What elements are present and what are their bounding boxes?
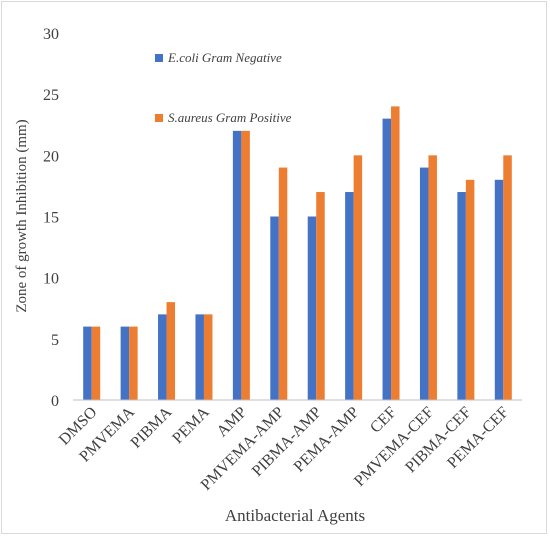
x-tick-label: CEF — [367, 404, 400, 437]
bar-saureus — [166, 302, 176, 400]
bar-ecoli — [382, 118, 392, 400]
bar-saureus — [129, 326, 138, 400]
legend-label: S.aureus Gram Positive — [168, 110, 292, 125]
bar-saureus — [241, 130, 250, 400]
legend-label: E.coli Gram Negative — [167, 50, 282, 65]
bar-ecoli — [83, 326, 92, 400]
bar-saureus — [391, 106, 400, 401]
bar-ecoli — [158, 314, 167, 400]
bar-saureus — [91, 326, 101, 400]
y-axis-title: Zone of growth Inhibition (mm) — [14, 119, 30, 312]
y-axis-ticks: 0 5 10 15 20 25 30 — [43, 26, 59, 410]
x-axis-title: Antibacterial Agents — [225, 506, 365, 525]
bar-saureus — [203, 314, 213, 400]
bar-saureus — [353, 155, 363, 400]
bar-ecoli — [307, 216, 317, 400]
bar-ecoli — [419, 167, 429, 400]
bar-ecoli — [345, 192, 354, 400]
y-tick-label: 25 — [43, 87, 59, 104]
legend-swatch — [155, 114, 163, 122]
bar-ecoli — [457, 192, 466, 400]
bar-ecoli — [232, 130, 242, 400]
x-tick-label: PIBMA — [128, 403, 176, 451]
bar-saureus — [465, 179, 475, 400]
y-tick-label: 5 — [51, 332, 59, 349]
y-tick-label: 20 — [43, 148, 59, 165]
y-tick-label: 30 — [43, 26, 59, 43]
bar-ecoli — [270, 216, 279, 400]
x-tick-label: PEMA — [169, 403, 213, 447]
y-tick-label: 15 — [43, 210, 59, 227]
bar-ecoli — [494, 179, 504, 400]
legend-swatch — [155, 54, 163, 62]
y-tick-label: 0 — [51, 393, 59, 410]
bars — [83, 106, 512, 401]
bar-ecoli — [120, 326, 130, 400]
legend: E.coli Gram Negative S.aureus Gram Positi… — [155, 50, 292, 125]
bar-saureus — [278, 167, 288, 400]
bar-saureus — [428, 155, 437, 400]
bar-saureus — [503, 155, 512, 400]
y-tick-label: 10 — [43, 271, 59, 288]
bar-saureus — [316, 192, 325, 400]
bar-ecoli — [195, 314, 204, 400]
